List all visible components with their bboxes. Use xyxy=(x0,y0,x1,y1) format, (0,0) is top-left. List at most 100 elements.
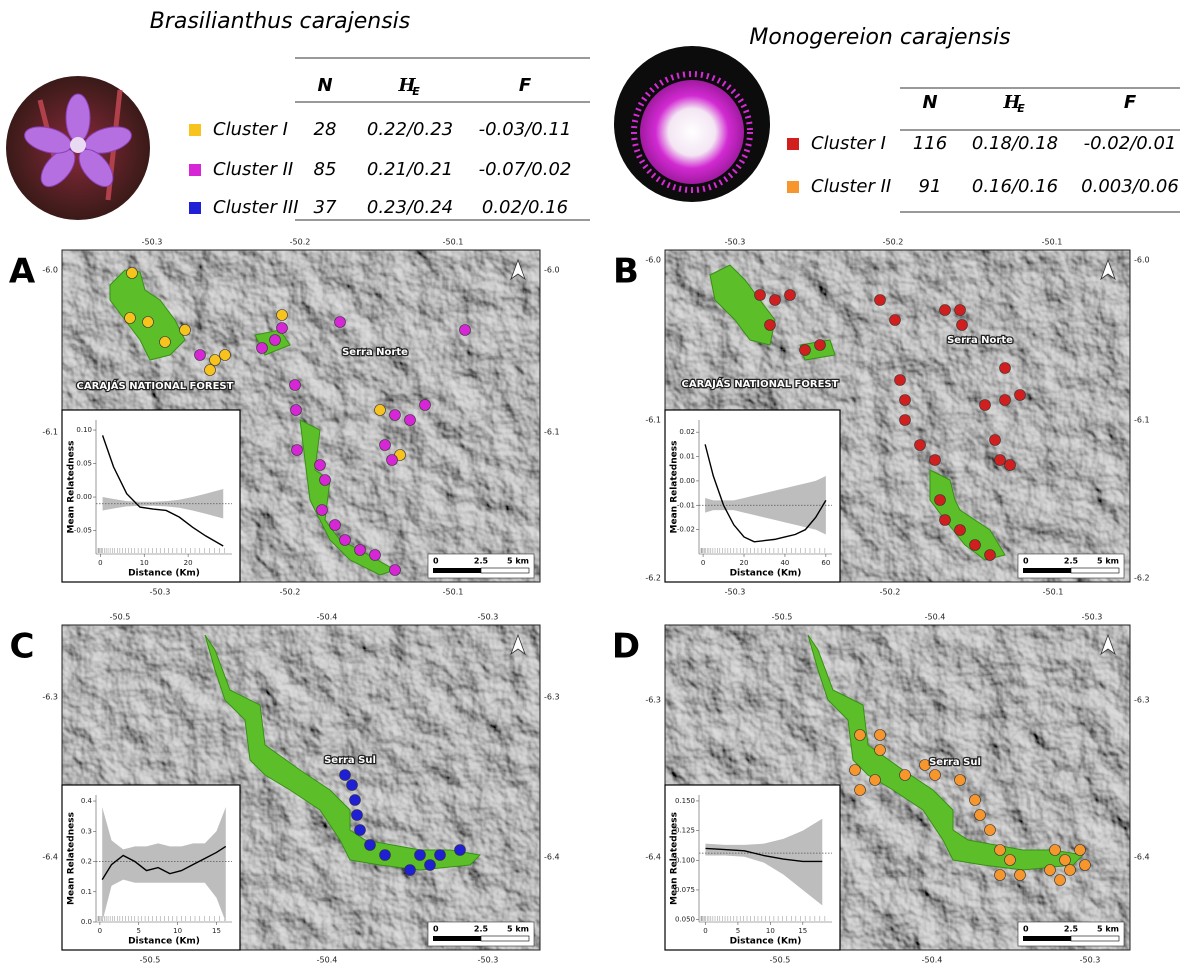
coord-label: -50.5 xyxy=(110,613,131,622)
y-tick-label: -0.01 xyxy=(677,501,695,509)
x-tick-label: 5 xyxy=(137,927,141,935)
coord-label: -50.1 xyxy=(443,238,464,247)
sample-point xyxy=(1055,875,1066,886)
sample-point xyxy=(800,345,811,356)
coord-label: -6.0 xyxy=(544,266,560,275)
table-cell: 85 xyxy=(314,159,337,180)
sample-point xyxy=(1065,865,1076,876)
panel-label: B xyxy=(613,252,639,292)
coord-label: -6.4 xyxy=(544,853,560,862)
sample-point xyxy=(890,315,901,326)
place-name: CARAJÁS NATIONAL FOREST xyxy=(682,377,839,390)
coord-label: -6.3 xyxy=(1134,696,1150,705)
sample-point xyxy=(330,520,341,531)
y-tick-label: 0.3 xyxy=(81,827,92,835)
x-tick-label: 15 xyxy=(798,927,807,935)
coord-label: -50.5 xyxy=(772,613,793,622)
sample-point xyxy=(985,825,996,836)
y-axis-label: Mean Relatedness xyxy=(67,441,77,534)
sample-point xyxy=(195,350,206,361)
sample-point xyxy=(277,323,288,334)
sample-point xyxy=(815,340,826,351)
sample-point xyxy=(125,313,136,324)
scale-bar-white xyxy=(481,936,529,941)
x-tick-label: 0 xyxy=(98,559,102,567)
sample-point xyxy=(277,310,288,321)
sample-point xyxy=(850,765,861,776)
column-header: F xyxy=(519,75,532,96)
sample-point xyxy=(940,305,951,316)
sample-point xyxy=(955,775,966,786)
sample-point xyxy=(292,445,303,456)
sample-point xyxy=(980,400,991,411)
x-tick-label: 10 xyxy=(140,559,149,567)
sample-point xyxy=(390,565,401,576)
sample-point xyxy=(340,535,351,546)
sample-point xyxy=(900,415,911,426)
place-name: Serra Sul xyxy=(929,757,981,768)
coord-label: -50.3 xyxy=(1082,613,1103,622)
sample-point xyxy=(1080,860,1091,871)
sample-point xyxy=(350,795,361,806)
table-cell: 0.003/0.06 xyxy=(1081,176,1179,197)
sample-point xyxy=(970,540,981,551)
sample-point xyxy=(875,745,886,756)
y-tick-label: -0.02 xyxy=(677,526,695,534)
scale-bar-white xyxy=(1071,568,1119,573)
x-axis-label: Distance (Km) xyxy=(128,937,200,947)
scale-bar-white xyxy=(481,568,529,573)
sample-point xyxy=(1015,390,1026,401)
scale-label: 5 km xyxy=(1097,925,1119,934)
sample-point xyxy=(990,435,1001,446)
sample-point xyxy=(1005,460,1016,471)
y-axis-label: Mean Relatedness xyxy=(670,812,680,905)
table-cell: 0.16/0.16 xyxy=(972,176,1058,197)
legend-label: Cluster II xyxy=(811,176,891,197)
sample-point xyxy=(180,325,191,336)
sample-point xyxy=(355,825,366,836)
legend-swatch xyxy=(189,124,201,136)
x-tick-label: 20 xyxy=(740,559,749,567)
scale-label: 0 xyxy=(433,557,439,566)
sample-point xyxy=(405,415,416,426)
scale-label: 5 km xyxy=(507,557,529,566)
x-tick-label: 5 xyxy=(736,927,740,935)
coord-label: -6.2 xyxy=(1134,574,1150,583)
sample-point xyxy=(900,395,911,406)
sample-point xyxy=(143,317,154,328)
x-axis-label: Distance (Km) xyxy=(730,569,802,579)
scale-bar-black xyxy=(433,936,481,941)
y-tick-label: 0.0 xyxy=(81,918,92,926)
sample-point xyxy=(355,545,366,556)
column-header-sub: E xyxy=(1017,102,1025,115)
legend-label: Cluster III xyxy=(213,197,299,218)
sample-point xyxy=(785,290,796,301)
coord-label: -50.1 xyxy=(1042,238,1063,247)
sample-point xyxy=(347,780,358,791)
scale-label: 0 xyxy=(433,925,439,934)
sample-point xyxy=(935,495,946,506)
x-tick-label: 20 xyxy=(184,559,193,567)
legend-label: Cluster II xyxy=(213,159,293,180)
coord-label: -50.1 xyxy=(443,588,464,597)
scale-label: 5 km xyxy=(1097,557,1119,566)
sample-point xyxy=(1060,855,1071,866)
y-tick-label: 0.1 xyxy=(81,888,92,896)
sample-point xyxy=(375,405,386,416)
y-tick-label: 0.00 xyxy=(76,493,92,501)
sample-point xyxy=(930,455,941,466)
sample-point xyxy=(220,350,231,361)
coord-label: -6.3 xyxy=(544,693,560,702)
species-title: Brasilianthus carajensis xyxy=(150,9,411,34)
x-tick-label: 10 xyxy=(766,927,775,935)
y-tick-label: -0.05 xyxy=(74,527,92,535)
sample-point xyxy=(317,505,328,516)
scale-label: 0 xyxy=(1023,925,1029,934)
x-axis-label: Distance (Km) xyxy=(730,937,802,947)
y-tick-label: 0.2 xyxy=(81,858,92,866)
sample-point xyxy=(875,295,886,306)
scale-bar-black xyxy=(433,568,481,573)
sample-point xyxy=(955,525,966,536)
table-cell: 0.18/0.18 xyxy=(972,133,1058,154)
coord-label: -6.4 xyxy=(645,853,661,862)
